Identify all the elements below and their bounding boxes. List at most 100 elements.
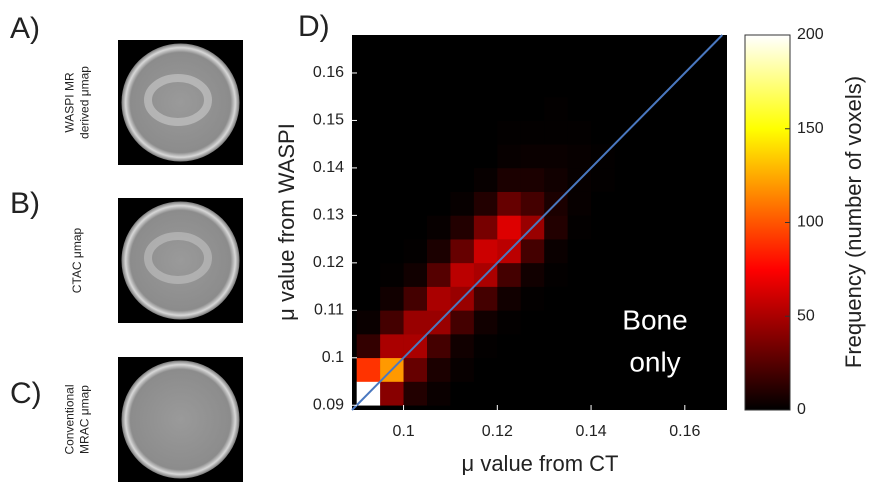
heatmap-cell [614, 286, 639, 311]
heatmap-cell [356, 96, 381, 121]
x-axis-label: μ value from CT [462, 451, 619, 476]
heatmap-cell [684, 120, 709, 145]
heatmap-cell [380, 310, 404, 335]
heatmap-cell [567, 239, 592, 264]
heatmap-cell [497, 167, 522, 192]
heatmap-cell [473, 310, 498, 335]
heatmap-cell [356, 215, 381, 240]
heatmap-cell [544, 215, 568, 240]
heatmap-cell [684, 286, 709, 311]
heatmap-cell [614, 310, 639, 335]
heatmap-cell [637, 239, 662, 264]
heatmap-cell [473, 239, 498, 264]
heatmap-cell [684, 239, 709, 264]
panel-caption: derived μmap [78, 66, 92, 139]
y-axis-label: μ value from WASPI [274, 123, 299, 321]
heatmap-cell [380, 144, 404, 169]
heatmap-cell [614, 49, 639, 74]
heatmap-cell [473, 191, 498, 216]
heatmap-cell [567, 96, 592, 121]
heatmap-cell [614, 215, 639, 240]
heatmap-cell [614, 239, 639, 264]
heatmap-cell [497, 357, 522, 382]
y-tick-label: 0.09 [313, 396, 344, 413]
heatmap-cell [661, 120, 686, 145]
heatmap-cell [497, 310, 522, 335]
heatmap-cell [403, 96, 428, 121]
heatmap-cell [497, 120, 522, 145]
heatmap-cell [403, 357, 428, 382]
heatmap-cell [591, 310, 615, 335]
heatmap-cell [403, 49, 428, 74]
heatmap-cell [567, 120, 592, 145]
heatmap-cell [544, 120, 568, 145]
heatmap-cell [708, 167, 727, 192]
heatmap-cell [427, 215, 451, 240]
heatmap-cell [473, 35, 498, 50]
heatmap-cell [544, 96, 568, 121]
x-tick-label: 0.1 [392, 423, 414, 440]
heatmap-cell [403, 191, 428, 216]
heatmap-cell [684, 72, 709, 98]
heatmap-cell [567, 381, 592, 406]
y-tick-label: 0.14 [313, 159, 344, 176]
heatmap-cell [708, 191, 727, 216]
heatmap-cell [450, 262, 475, 287]
heatmap-cell [567, 215, 592, 240]
heatmap-cell [497, 72, 522, 98]
heatmap-cell [544, 49, 568, 74]
heatmap-cell [708, 262, 727, 287]
heatmap-cell [380, 239, 404, 264]
heatmap-cell [544, 286, 568, 311]
heatmap-cell [450, 49, 475, 74]
heatmap-cell [591, 167, 615, 192]
heatmap-cell [427, 357, 451, 382]
heatmap-cell [637, 72, 662, 98]
heatmap-cell [591, 334, 615, 359]
heatmap-cell [637, 191, 662, 216]
heatmap-cell [520, 239, 545, 264]
heatmap-cell [567, 310, 592, 335]
heatmap-cell [708, 381, 727, 406]
heatmap-cell [661, 35, 686, 50]
x-tick-label: 0.16 [669, 423, 700, 440]
heatmap-cell [544, 310, 568, 335]
heatmap-cell [684, 381, 709, 406]
y-tick-label: 0.12 [313, 254, 344, 271]
heatmap-cell [356, 239, 381, 264]
heatmap-cell [356, 49, 381, 74]
panel-letter: B) [10, 187, 40, 220]
panel-letter: A) [10, 12, 40, 45]
heatmap-cell [614, 191, 639, 216]
heatmap-cell [684, 334, 709, 359]
heatmap-cell [380, 215, 404, 240]
heatmap-cell [520, 357, 545, 382]
heatmap-cell [544, 381, 568, 406]
colorbar-label: Frequency (number of voxels) [841, 76, 866, 368]
heatmap-cell [380, 49, 404, 74]
heatmap-cell [591, 35, 615, 50]
heatmap-cell [403, 310, 428, 335]
heatmap-cell [567, 49, 592, 74]
heatmap-cell [427, 167, 451, 192]
heatmap-cell [427, 286, 451, 311]
heatmap-cell [473, 286, 498, 311]
heatmap-cell [661, 96, 686, 121]
heatmap-cell [591, 72, 615, 98]
heatmap-cell [403, 144, 428, 169]
heatmap-cell [708, 286, 727, 311]
heatmap-cell [567, 35, 592, 50]
heatmap-cell [427, 144, 451, 169]
heatmap-cell [544, 239, 568, 264]
heatmap-cell [661, 334, 686, 359]
heatmap-cell [473, 49, 498, 74]
heatmap-cell [708, 49, 727, 74]
heatmap-cell [403, 262, 428, 287]
heatmap-cell [591, 49, 615, 74]
heatmap-cell [473, 144, 498, 169]
heatmap-cell [614, 381, 639, 406]
heatmap-cell [637, 286, 662, 311]
heatmap-cell [450, 167, 475, 192]
heatmap-cell [614, 357, 639, 382]
heatmap-cell [380, 262, 404, 287]
